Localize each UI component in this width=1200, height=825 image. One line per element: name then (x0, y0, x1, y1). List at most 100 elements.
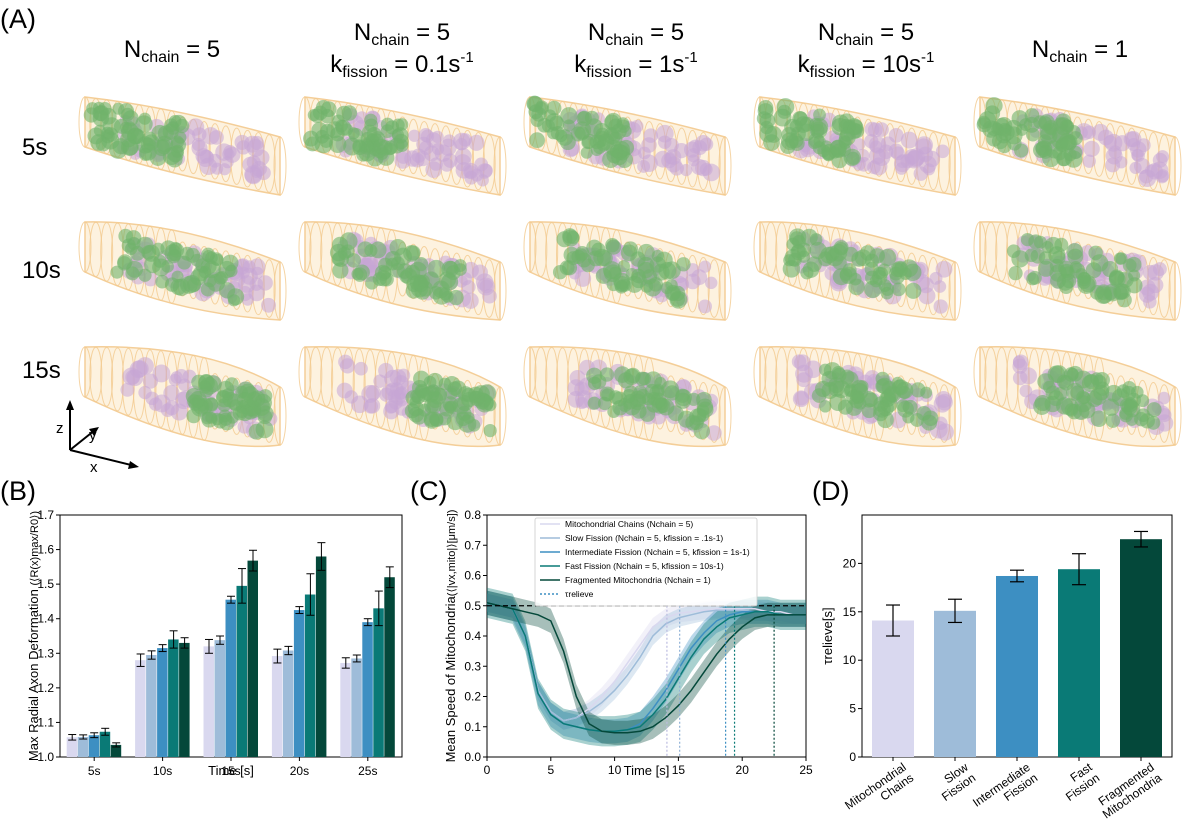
axon-cell-r1-c1 (78, 96, 287, 196)
y-axis-label: Mean Speed of Mitochondria(⟨|vx,mito|⟩[μ… (443, 510, 458, 763)
x-tick-label: 25s (358, 764, 377, 778)
y-tick-label: 0 (849, 750, 856, 764)
panel-b-bar-chart: 1.0 1.1 1.2 1.3 1.4 1.5 1.6 1.7 5s 10s 15s 20s 25s Ti… (26, 508, 403, 778)
axon-cell-r1-c5 (973, 96, 1182, 196)
bar (293, 610, 305, 757)
legend-label: Intermediate Fission (Nchain = 5, kfissi… (565, 547, 750, 557)
axon-cell-r3-c5 (973, 346, 1182, 448)
axon-cell-r1-c3 (523, 95, 732, 196)
y-tick-label: 1.1 (37, 715, 54, 729)
x-tick-label: 10 (608, 763, 622, 777)
axes-indicator: z yx (56, 400, 139, 476)
legend-box (534, 517, 758, 607)
y-tick-label: 5 (849, 702, 856, 716)
bar (340, 662, 351, 757)
bar (146, 655, 157, 757)
y-tick-label: 10 (843, 653, 857, 667)
axon-cell-r3-c4 (753, 346, 962, 448)
panel-c-line-chart: 0.0 0.1 0.2 0.3 0.4 0.5 0.6 0.7 0.8 0 5 10 15 20 25 Mit… (443, 508, 813, 778)
panel-label-d: (D) (812, 476, 849, 506)
y-tick-label: 0.8 (464, 508, 481, 522)
bar (304, 594, 316, 757)
row-label-10s: 10s (22, 257, 61, 284)
x-tick-label: 20 (736, 763, 750, 777)
axon-cell-r2-c1 (78, 221, 287, 321)
axon-cell-r2-c4 (753, 221, 962, 321)
axis-label-y: y (89, 427, 97, 444)
y-tick-label: 1.3 (37, 646, 54, 660)
legend: Mitochondrial Chains (Nchain = 5) Slow Fi… (534, 517, 758, 607)
y-tick-label: 1.0 (37, 750, 54, 764)
y-tick-label: 0.2 (464, 690, 481, 704)
legend-label: Fast Fission (Nchain = 5, kfission = 10s… (565, 561, 724, 571)
x-tick-label: 15s (221, 764, 240, 778)
axon-cell-r3-c2 (298, 346, 507, 448)
column-header-3: Nchain = 5 (588, 19, 684, 49)
bar (203, 646, 214, 757)
y-axis-label: τrelieve[s] (820, 607, 835, 664)
x-axis-label: Time [s] (208, 763, 254, 778)
y-tick-label: 1.7 (37, 508, 54, 522)
bar (66, 737, 78, 757)
bar (179, 642, 190, 757)
bar (77, 736, 89, 757)
x-tick-label: 5 (547, 763, 554, 777)
y-tick-label: 0.3 (464, 659, 481, 673)
x-tick-label: FragmentedMitochondria (1092, 760, 1164, 822)
bar (135, 660, 146, 757)
legend-label: Slow Fission (Nchain = 5, kfission = .1s… (565, 533, 723, 543)
axon-cell-r2-c3 (523, 221, 732, 321)
y-tick-label: 0.7 (464, 538, 481, 552)
bar (934, 610, 976, 757)
column-header-3-line2: kfission = 1s-1 (574, 49, 697, 81)
bar (996, 575, 1038, 757)
legend-label: τrelieve (565, 589, 594, 599)
y-tick-label: 0.1 (464, 720, 481, 734)
bar (168, 639, 179, 757)
series-band (487, 587, 806, 747)
bar (271, 656, 283, 757)
x-axis-label: Time [s] (624, 763, 670, 778)
bar (236, 585, 247, 757)
column-header-4-line2: kfission = 10s-1 (798, 49, 935, 81)
bar (373, 608, 384, 757)
y-tick-label: 1.5 (37, 577, 54, 591)
bar (315, 556, 327, 757)
x-tick-label: 5s (88, 764, 101, 778)
legend-label: Fragmented Mitochondria (Nchain = 1) (565, 575, 711, 585)
bar (1058, 569, 1100, 757)
y-tick-label: 0.5 (464, 599, 481, 613)
column-header-2-line2: kfission = 0.1s-1 (330, 49, 473, 81)
axis-label-x: x (90, 459, 98, 476)
axon-cell-r2-c2 (298, 221, 507, 321)
bar (282, 650, 294, 757)
panel-label-c: (C) (410, 476, 447, 506)
y-tick-label: 0.0 (464, 750, 481, 764)
x-tick-label: 10s (153, 764, 172, 778)
bar (872, 620, 914, 757)
bar (88, 735, 100, 757)
bar (384, 577, 395, 757)
bar (225, 599, 236, 757)
axon-cell-r3-c1 (78, 346, 287, 448)
y-tick-label: 1.2 (37, 681, 54, 695)
x-tick-label: 0 (484, 763, 491, 777)
y-tick-label: 0.6 (464, 569, 481, 583)
legend-label: Mitochondrial Chains (Nchain = 5) (565, 519, 693, 529)
bar (1120, 539, 1162, 757)
axon-cell-r1-c2 (298, 96, 507, 196)
bar (247, 560, 258, 757)
y-tick-label: 1.4 (37, 612, 54, 626)
column-header-1: Nchain = 5 (124, 36, 220, 66)
bar (110, 744, 122, 757)
column-header-2: Nchain = 5 (354, 19, 450, 49)
row-label-15s: 15s (22, 357, 61, 384)
row-label-5s: 5s (22, 134, 47, 161)
x-tick-label: 25 (799, 763, 813, 777)
bar (214, 640, 225, 757)
y-axis-label: Max Radial Axon Deformation (⟨R(x)max/R0… (26, 511, 41, 761)
bar (362, 622, 373, 757)
x-tick-label: 20s (290, 764, 309, 778)
x-tick-label: IntermediateFission (970, 760, 1040, 821)
